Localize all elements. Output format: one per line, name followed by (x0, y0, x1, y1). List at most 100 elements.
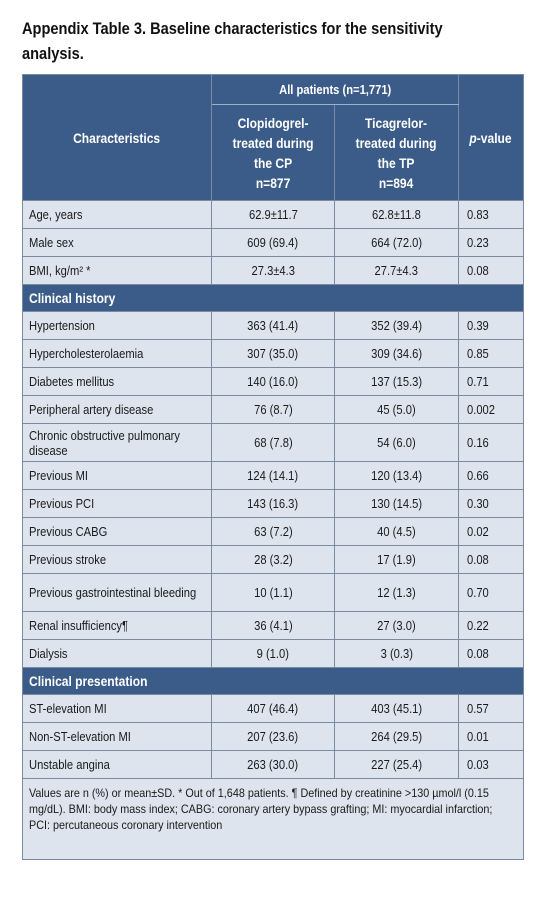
clopidogrel-value: 63 (7.2) (253, 524, 293, 539)
clopidogrel-value: 68 (7.8) (253, 435, 293, 450)
clopidogrel-value: 28 (3.2) (253, 552, 293, 567)
ticagrelor-value: 3 (0.3) (380, 646, 413, 661)
table-title: Appendix Table 3. Baseline characteristi… (22, 19, 443, 63)
row-label: BMI, kg/m² * (29, 263, 91, 278)
ticagrelor-value: 137 (15.3) (371, 374, 422, 389)
clopidogrel-value: 10 (1.1) (253, 585, 293, 600)
p-value: 0.23 (467, 235, 489, 250)
p-value: 0.39 (467, 318, 489, 333)
p-value: 0.08 (467, 263, 489, 278)
row-label: Hypertension (29, 318, 95, 333)
clopidogrel-value: 143 (16.3) (247, 496, 299, 511)
ticagrelor-value: 27.7±4.3 (374, 263, 419, 278)
ticagrelor-value: 309 (34.6) (371, 346, 422, 361)
row-label: Previous PCI (29, 496, 95, 511)
footnote-text: Values are n (%) or mean±SD. * Out of 1,… (29, 786, 493, 832)
row-label: Male sex (29, 235, 74, 250)
clopidogrel-value: 124 (14.1) (247, 468, 299, 483)
p-value: 0.16 (467, 435, 489, 450)
ticagrelor-value: 403 (45.1) (371, 701, 422, 716)
ticagrelor-value: 227 (25.4) (371, 757, 422, 772)
table-row: Hypertension 363 (41.4) 352 (39.4) 0.39 (22, 311, 524, 340)
ticagrelor-value: 120 (13.4) (371, 468, 422, 483)
row-label: Renal insufficiency¶ (29, 618, 129, 633)
header-all-patients: All patients (n=1,771) (211, 74, 459, 105)
table-row: Non-ST-elevation MI 207 (23.6) 264 (29.5… (22, 722, 524, 751)
table-row: BMI, kg/m² * 27.3±4.3 27.7±4.3 0.08 (22, 256, 524, 285)
row-label: Previous CABG (29, 524, 108, 539)
table-row: Male sex 609 (69.4) 664 (72.0) 0.23 (22, 228, 524, 257)
row-label: Previous gastrointestinal bleeding (29, 585, 197, 600)
clopidogrel-value: 363 (41.4) (247, 318, 299, 333)
header-ticagrelor-group: Ticagrelor- treated during the TP n=894 (334, 104, 459, 201)
table-row: Peripheral artery disease 76 (8.7) 45 (5… (22, 395, 524, 424)
table-row: Diabetes mellitus 140 (16.0) 137 (15.3) … (22, 367, 524, 396)
ticagrelor-value: 17 (1.9) (377, 552, 416, 567)
table-row: Hypercholesterolaemia 307 (35.0) 309 (34… (22, 339, 524, 368)
ticagrelor-value: 45 (5.0) (377, 402, 416, 417)
header-characteristics: Characteristics (22, 74, 212, 201)
table-row: Previous MI 124 (14.1) 120 (13.4) 0.66 (22, 461, 524, 490)
ticagrelor-value: 40 (4.5) (377, 524, 416, 539)
clopidogrel-value: 307 (35.0) (247, 346, 299, 361)
section-clinical-history: Clinical history (22, 284, 524, 312)
row-label: ST-elevation MI (29, 701, 107, 716)
table-row: Age, years 62.9±11.7 62.8±11.8 0.83 (22, 200, 524, 229)
row-label: Non-ST-elevation MI (29, 729, 131, 744)
table-row: Previous gastrointestinal bleeding 10 (1… (22, 573, 524, 612)
clopidogrel-value: 36 (4.1) (253, 618, 293, 633)
baseline-table: Characteristics All patients (n=1,771) p… (22, 74, 524, 860)
ticagrelor-value: 54 (6.0) (377, 435, 416, 450)
p-value: 0.22 (467, 618, 489, 633)
ticagrelor-value: 62.8±11.8 (372, 207, 421, 222)
p-value: 0.08 (467, 552, 489, 567)
header-clopidogrel-group: Clopidogrel- treated during the CP n=877 (211, 104, 335, 201)
table-row: Previous CABG 63 (7.2) 40 (4.5) 0.02 (22, 517, 524, 546)
row-label: Diabetes mellitus (29, 374, 115, 389)
clopidogrel-value: 207 (23.6) (247, 729, 299, 744)
ticagrelor-value: 264 (29.5) (371, 729, 422, 744)
clopidogrel-value: 9 (1.0) (256, 646, 290, 661)
clopidogrel-value: 62.9±11.7 (248, 207, 298, 222)
clopidogrel-value: 263 (30.0) (247, 757, 299, 772)
p-value: 0.71 (467, 374, 489, 389)
table-row: Previous stroke 28 (3.2) 17 (1.9) 0.08 (22, 545, 524, 574)
row-label: Age, years (29, 207, 83, 222)
row-label: Dialysis (29, 646, 68, 661)
p-value: 0.08 (467, 646, 489, 661)
section-clinical-presentation: Clinical presentation (22, 667, 524, 695)
ticagrelor-value: 664 (72.0) (371, 235, 422, 250)
header-p-value: p-value (458, 74, 524, 201)
p-value: 0.83 (467, 207, 489, 222)
table-row: Dialysis 9 (1.0) 3 (0.3) 0.08 (22, 639, 524, 668)
p-value: 0.02 (467, 524, 489, 539)
p-value: 0.002 (467, 402, 495, 417)
ticagrelor-value: 12 (1.3) (377, 585, 416, 600)
ticagrelor-value: 130 (14.5) (371, 496, 422, 511)
row-label: Chronic obstructive pulmonary disease (29, 427, 180, 458)
p-value: 0.57 (467, 701, 489, 716)
p-value: 0.66 (467, 468, 489, 483)
ticagrelor-value: 352 (39.4) (371, 318, 422, 333)
clopidogrel-value: 76 (8.7) (253, 402, 293, 417)
p-value: 0.85 (467, 346, 489, 361)
p-value: 0.70 (467, 585, 489, 600)
row-label: Previous stroke (29, 552, 107, 567)
clopidogrel-value: 407 (46.4) (247, 701, 299, 716)
row-label: Unstable angina (29, 757, 110, 772)
p-value: 0.03 (467, 757, 489, 772)
row-label: Hypercholesterolaemia (29, 346, 144, 361)
p-value: 0.30 (467, 496, 489, 511)
table-row: ST-elevation MI 407 (46.4) 403 (45.1) 0.… (22, 694, 524, 723)
table-row: Unstable angina 263 (30.0) 227 (25.4) 0.… (22, 750, 524, 779)
p-value: 0.01 (467, 729, 489, 744)
ticagrelor-value: 27 (3.0) (377, 618, 416, 633)
table-footnote: Values are n (%) or mean±SD. * Out of 1,… (22, 778, 524, 860)
table-row: Renal insufficiency¶ 36 (4.1) 27 (3.0) 0… (22, 611, 524, 640)
table-row: Chronic obstructive pulmonary disease 68… (22, 423, 524, 462)
clopidogrel-value: 27.3±4.3 (251, 263, 295, 278)
table-row: Previous PCI 143 (16.3) 130 (14.5) 0.30 (22, 489, 524, 518)
row-label: Previous MI (29, 468, 89, 483)
row-label: Peripheral artery disease (29, 402, 154, 417)
clopidogrel-value: 140 (16.0) (247, 374, 299, 389)
